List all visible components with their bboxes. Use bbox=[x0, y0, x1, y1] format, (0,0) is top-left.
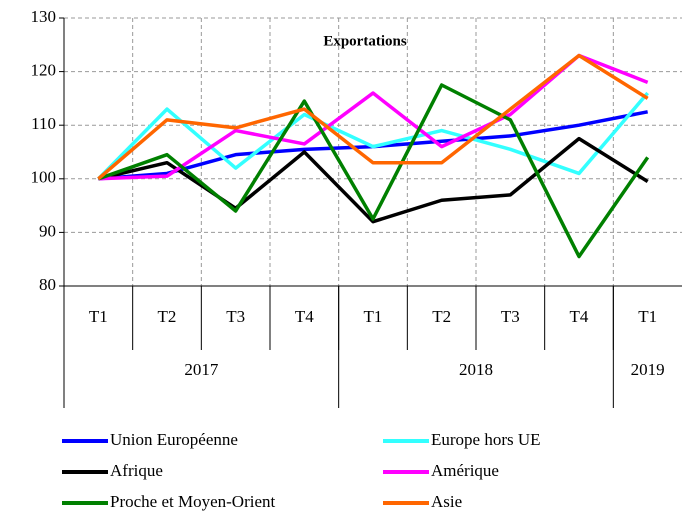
y-tick-label: 130 bbox=[31, 7, 57, 26]
series-line bbox=[97, 91, 649, 181]
series-line bbox=[98, 53, 649, 181]
x-tick-label: T1 bbox=[89, 307, 108, 326]
series-line bbox=[97, 83, 650, 259]
series-line bbox=[97, 53, 649, 181]
legend-label: Proche et Moyen-Orient bbox=[110, 492, 276, 511]
legend-label: Amérique bbox=[431, 461, 499, 480]
x-tick-label: T1 bbox=[364, 307, 383, 326]
x-tick-label: T3 bbox=[501, 307, 520, 326]
legend-label: Asie bbox=[431, 492, 462, 511]
y-tick-label: 120 bbox=[31, 61, 57, 80]
y-tick-label: 80 bbox=[39, 275, 56, 294]
x-tick-label: T1 bbox=[638, 307, 657, 326]
legend-label: Afrique bbox=[110, 461, 163, 480]
legend-label: Europe hors UE bbox=[431, 430, 541, 449]
group-label: 2017 bbox=[184, 360, 219, 379]
x-tick-label: T2 bbox=[158, 307, 177, 326]
group-label: 2019 bbox=[631, 360, 665, 379]
y-tick-label: 100 bbox=[31, 168, 57, 187]
legend-label: Union Européenne bbox=[110, 430, 238, 449]
chart-title: Exportations bbox=[323, 33, 407, 49]
group-label: 2018 bbox=[459, 360, 493, 379]
x-tick-label: T4 bbox=[295, 307, 314, 326]
series-line bbox=[97, 136, 649, 224]
x-tick-label: T3 bbox=[226, 307, 245, 326]
x-tick-label: T4 bbox=[570, 307, 589, 326]
y-tick-label: 90 bbox=[39, 221, 56, 240]
y-tick-label: 110 bbox=[31, 114, 56, 133]
x-tick-label: T2 bbox=[432, 307, 451, 326]
